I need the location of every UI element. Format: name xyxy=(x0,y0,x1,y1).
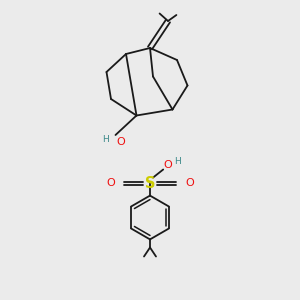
Text: S: S xyxy=(145,176,155,190)
Text: H: H xyxy=(174,157,181,166)
Text: H: H xyxy=(102,135,109,144)
Text: O: O xyxy=(164,160,172,170)
Text: O: O xyxy=(116,136,125,147)
Text: O: O xyxy=(185,178,194,188)
Text: O: O xyxy=(106,178,115,188)
